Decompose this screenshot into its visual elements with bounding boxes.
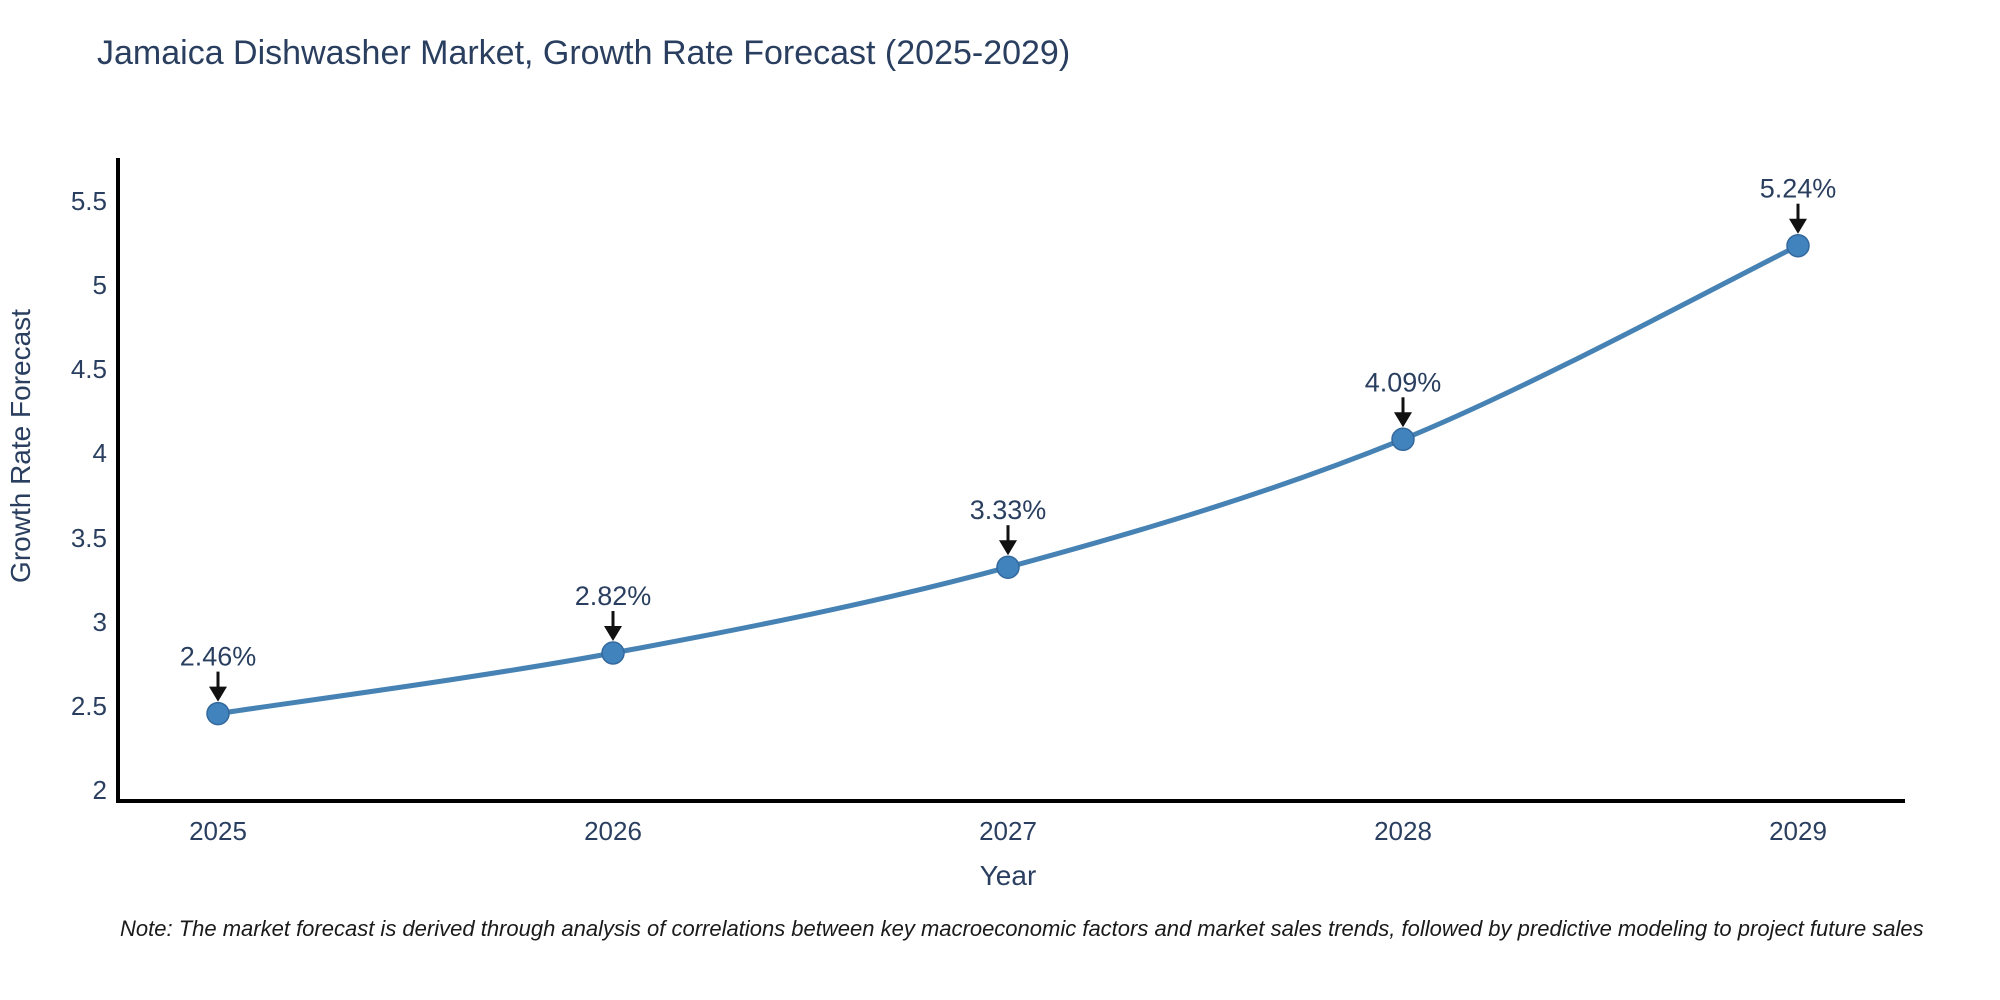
x-tick-label: 2028: [1374, 816, 1432, 846]
footnote: Note: The market forecast is derived thr…: [120, 916, 1924, 941]
y-tick-label: 5: [93, 270, 107, 300]
x-tick-label: 2027: [979, 816, 1037, 846]
data-point-2027[interactable]: [996, 555, 1020, 579]
y-ticks: 2 2.5 3 3.5 4 4.5 5 5.5: [71, 186, 107, 805]
y-tick-label: 4.5: [71, 354, 107, 384]
y-tick-label: 4: [93, 438, 107, 468]
markers: [206, 233, 1810, 726]
annotations: 2.46% 2.82% 3.33% 4.09% 5.24%: [180, 174, 1837, 702]
y-axis-title: Growth Rate Forecast: [5, 309, 36, 583]
y-tick-label: 2.5: [71, 691, 107, 721]
point-label-2026: 2.82%: [575, 581, 652, 611]
annotation-arrowhead: [604, 626, 622, 641]
y-tick-label: 3.5: [71, 523, 107, 553]
data-point-2029[interactable]: [1786, 233, 1810, 258]
annotation-arrowhead: [999, 540, 1017, 556]
x-tick-label: 2026: [584, 816, 642, 846]
data-point-2025[interactable]: [206, 701, 230, 726]
point-label-2025: 2.46%: [180, 642, 257, 672]
annotation-arrowhead: [1394, 412, 1412, 428]
chart-title: Jamaica Dishwasher Market, Growth Rate F…: [97, 34, 1071, 72]
x-ticks: 2025 2026 2027 2028 2029: [189, 816, 1827, 846]
annotation-arrowhead: [209, 686, 227, 702]
x-tick-label: 2025: [189, 816, 247, 846]
y-tick-label: 5.5: [71, 186, 107, 216]
data-point-2026[interactable]: [601, 641, 625, 665]
y-tick-label: 3: [93, 607, 107, 637]
x-axis-title: Year: [980, 860, 1037, 891]
annotation-arrowhead: [1789, 218, 1807, 234]
y-tick-label: 2: [93, 775, 107, 805]
data-point-2028[interactable]: [1391, 427, 1415, 452]
x-tick-label: 2029: [1769, 816, 1827, 846]
point-label-2028: 4.09%: [1365, 367, 1442, 397]
series-line: [215, 243, 1801, 717]
point-label-2027: 3.33%: [970, 495, 1047, 525]
point-label-2029: 5.24%: [1760, 174, 1837, 204]
